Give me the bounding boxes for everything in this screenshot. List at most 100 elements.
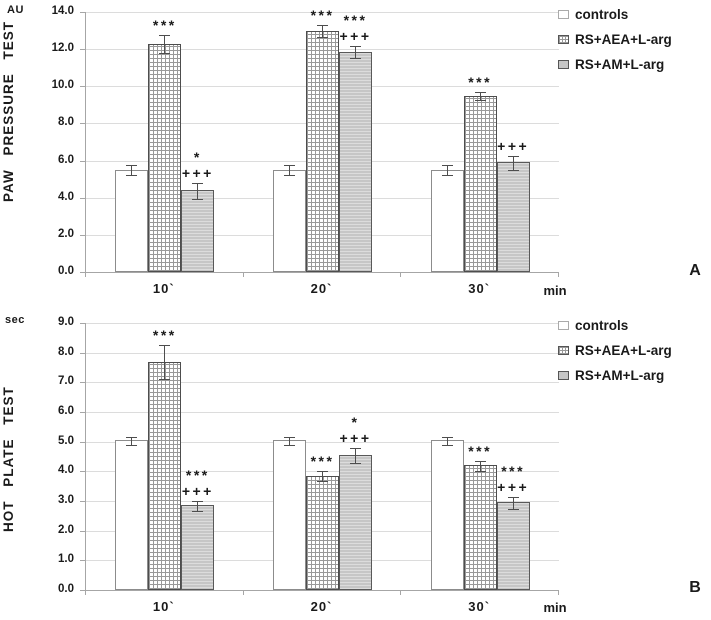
legend-swatch-crosshatch (558, 35, 569, 44)
gridline (86, 12, 559, 13)
y-axis-unit: AU (7, 4, 24, 16)
bar (463, 465, 497, 590)
y-axis-tick (80, 49, 85, 51)
plot-area: *** *** +++ *** * +++ *** *** +++ (85, 323, 559, 591)
y-axis-tick (80, 412, 85, 413)
legend-swatch-gray (558, 371, 569, 380)
significance-annotation: *** (501, 462, 526, 479)
bar (306, 30, 339, 272)
bar (430, 169, 464, 272)
error-bar (317, 471, 328, 483)
legend-label: RS+AM+L-arg (575, 368, 665, 383)
x-axis-tick (85, 273, 86, 277)
significance-annotation: +++ (181, 164, 214, 181)
gridline (86, 441, 559, 443)
y-tick-label: 2.0 (58, 227, 74, 240)
significance-annotation: +++ (497, 137, 530, 154)
error-bar (159, 35, 171, 54)
legend: controls RS+AEA+L-arg RS+AM+L-arg (558, 7, 710, 72)
bar (306, 475, 339, 590)
y-axis-tick (80, 590, 85, 591)
legend-label: RS+AEA+L-arg (575, 343, 672, 358)
y-axis-tick (80, 123, 85, 125)
legend-item: RS+AEA+L-arg (558, 32, 710, 47)
legend-item: controls (558, 7, 710, 22)
legend-label: controls (575, 318, 629, 333)
error-bar (507, 155, 519, 171)
bar (181, 505, 215, 590)
bar (148, 361, 182, 590)
legend-swatch-crosshatch (558, 346, 569, 355)
y-axis-tick (80, 234, 85, 236)
y-tick-label: 14.0 (51, 5, 74, 17)
x-axis-unit: min (543, 600, 567, 615)
error-bar (507, 496, 519, 511)
y-axis-tick (80, 501, 85, 502)
y-tick-label: 4.0 (58, 464, 74, 477)
y-axis-tick (80, 12, 85, 13)
y-tick-label: 3.0 (58, 494, 74, 506)
y-tick-label: 4.0 (58, 190, 74, 203)
error-bar (474, 91, 486, 102)
y-axis-tick (80, 86, 85, 88)
error-bar (350, 46, 361, 60)
y-axis-tick (80, 160, 85, 162)
x-tick-label: 30` (468, 599, 491, 614)
legend-label: RS+AEA+L-arg (575, 32, 672, 47)
error-bar (159, 345, 171, 380)
error-bar (441, 165, 453, 177)
significance-annotation: +++ (181, 483, 214, 499)
gridline (86, 352, 559, 354)
y-tick-label: 2.0 (58, 523, 74, 536)
error-bar (192, 501, 204, 512)
x-axis-unit: min (543, 283, 567, 298)
x-axis-tick (85, 591, 86, 595)
error-bar (126, 165, 138, 177)
significance-annotation: *** (152, 17, 177, 34)
gridline (86, 382, 559, 384)
significance-annotation: *** (152, 327, 177, 344)
bar (496, 502, 530, 590)
bar (339, 455, 372, 590)
y-axis-tick (80, 272, 85, 273)
legend: controls RS+AEA+L-arg RS+AM+L-arg (558, 318, 710, 383)
bar (273, 440, 306, 590)
y-axis-tick (80, 352, 85, 354)
y-tick-label: 0.0 (58, 265, 74, 277)
panel-label: A (689, 262, 701, 279)
legend-item: RS+AEA+L-arg (558, 343, 710, 358)
y-tick-label: 8.0 (58, 116, 74, 129)
legend-item: controls (558, 318, 710, 333)
x-axis-tick (400, 591, 402, 595)
legend-item: RS+AM+L-arg (558, 57, 710, 72)
significance-annotation: *** (310, 453, 335, 470)
y-axis-title: HOT PLATE TEST (1, 386, 16, 532)
y-axis-tick (80, 323, 85, 324)
significance-annotation: * (351, 413, 360, 430)
x-axis-tick (558, 591, 559, 595)
y-tick-label: 12.0 (51, 42, 74, 55)
error-bar (284, 165, 295, 177)
bar (463, 95, 497, 272)
x-tick-label: 10` (152, 599, 175, 614)
error-bar (284, 436, 295, 446)
bar (115, 169, 149, 272)
y-axis-tick (80, 382, 85, 384)
legend-label: controls (575, 7, 629, 22)
gridline (86, 323, 559, 324)
legend-label: RS+AM+L-arg (575, 57, 665, 72)
x-axis-tick (400, 273, 402, 277)
y-tick-label: 9.0 (58, 316, 74, 328)
error-bar (317, 25, 328, 39)
y-axis-tick (80, 530, 85, 532)
y-tick-label: 1.0 (58, 553, 74, 566)
legend-item: RS+AM+L-arg (558, 368, 710, 383)
y-tick-label: 10.0 (51, 79, 74, 92)
significance-annotation: *** (343, 12, 368, 29)
legend-swatch-white (558, 321, 569, 330)
y-axis-tick (80, 560, 85, 562)
y-tick-label: 5.0 (58, 434, 74, 447)
y-axis-tick (80, 197, 85, 199)
